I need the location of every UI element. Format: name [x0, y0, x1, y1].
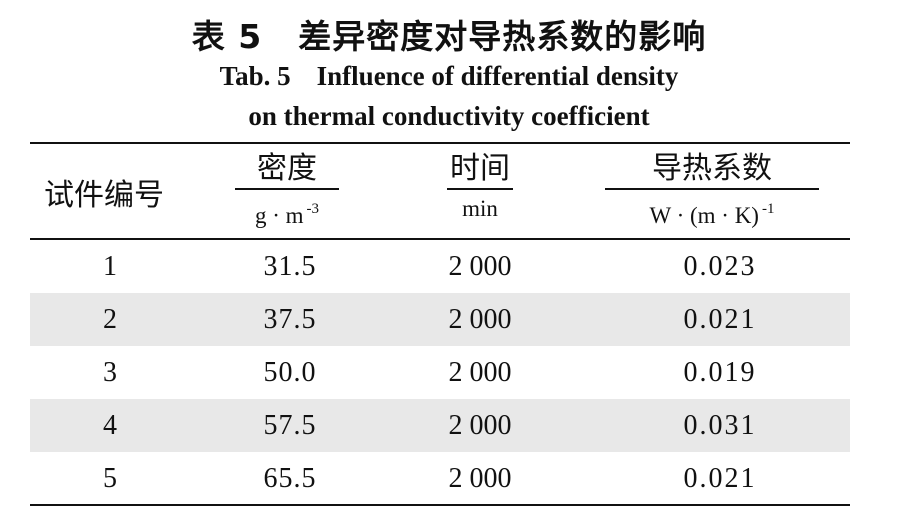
cell-conductivity: 0.019	[683, 357, 757, 388]
conductivity-unit-exponent: -1	[761, 200, 775, 217]
density-header-label: 密度	[257, 151, 317, 186]
cell-time: 2 000	[448, 357, 512, 388]
cell-specimen-id: 3	[103, 357, 117, 388]
cell-conductivity: 0.031	[683, 410, 757, 441]
cell-time: 2 000	[448, 410, 512, 441]
table-top-rule	[30, 142, 850, 144]
table-bottom-rule	[30, 504, 850, 506]
cell-conductivity: 0.021	[683, 463, 757, 494]
time-unit-fraction-bar	[447, 188, 513, 190]
conductivity-unit: W · (m · K) -1	[649, 200, 775, 228]
density-unit-exponent: -3	[306, 200, 320, 217]
table-caption-english-line2: on thermal conductivity coefficient	[248, 101, 650, 131]
table-caption-english-line1: Tab. 5 Influence of differential density	[0, 61, 898, 92]
cell-specimen-id: 4	[103, 410, 117, 441]
table-row: 1 31.5 2 000 0.023	[30, 240, 850, 293]
conductivity-header-label: 导热系数	[652, 151, 772, 186]
table-row: 4 57.5 2 000 0.031	[30, 399, 850, 452]
cell-time: 2 000	[448, 463, 512, 494]
cell-specimen-id: 2	[103, 304, 117, 335]
time-unit: min	[462, 195, 498, 221]
time-header-label: 时间	[450, 151, 510, 186]
column-header-specimen-id: 试件编号	[44, 178, 164, 213]
cell-conductivity: 0.021	[683, 304, 757, 335]
table-title-chinese: 差异密度对导热系数的影响	[298, 17, 707, 56]
conductivity-unit-fraction-bar	[605, 188, 819, 190]
cell-specimen-id: 5	[103, 463, 117, 494]
table-title-english-1: Influence of differential density	[316, 61, 679, 91]
column-header-density: 密度 g · m -3	[234, 152, 340, 231]
cell-specimen-id: 1	[103, 251, 117, 282]
table-row: 3 50.0 2 000 0.019	[30, 346, 850, 399]
column-header-thermal-conductivity: 导热系数 W · (m · K) -1	[602, 152, 822, 231]
table-row: 5 65.5 2 000 0.021	[30, 452, 850, 505]
table-number-chinese: 表 5	[191, 17, 263, 56]
density-unit: g · m -3	[254, 200, 320, 228]
cell-density: 57.5	[263, 410, 317, 441]
table-number-english: Tab. 5	[219, 61, 291, 91]
column-header-time: 时间 min	[445, 152, 515, 224]
table-header-rule	[30, 238, 850, 240]
cell-density: 50.0	[263, 357, 317, 388]
cell-density: 37.5	[263, 304, 317, 335]
cell-time: 2 000	[448, 304, 512, 335]
table-caption-chinese: 表 5 差异密度对导热系数的影响	[0, 10, 898, 58]
density-unit-fraction-bar	[235, 188, 339, 190]
cell-density: 31.5	[263, 251, 317, 282]
table-row: 2 37.5 2 000 0.021	[30, 293, 850, 346]
cell-density: 65.5	[263, 463, 317, 494]
cell-conductivity: 0.023	[683, 251, 757, 282]
cell-time: 2 000	[448, 251, 512, 282]
